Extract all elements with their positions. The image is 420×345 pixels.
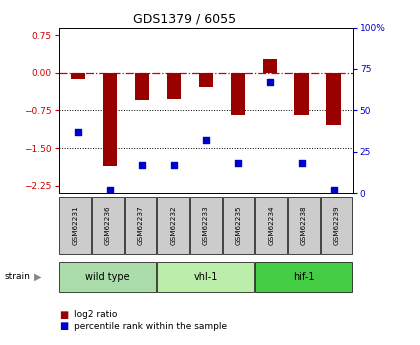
Text: GSM62237: GSM62237 [137, 205, 144, 245]
Text: ■: ■ [59, 310, 68, 319]
Point [171, 162, 177, 168]
Point [266, 79, 273, 85]
Text: ▶: ▶ [34, 272, 42, 282]
Text: GSM62236: GSM62236 [105, 205, 111, 245]
Text: vhl-1: vhl-1 [194, 272, 218, 282]
Text: hif-1: hif-1 [293, 272, 315, 282]
Point [75, 129, 81, 135]
Text: wild type: wild type [86, 272, 130, 282]
Point [202, 137, 209, 143]
Bar [103, 73, 117, 166]
Text: GSM62238: GSM62238 [301, 205, 307, 245]
Point [107, 187, 113, 193]
Text: GDS1379 / 6055: GDS1379 / 6055 [133, 12, 236, 25]
Bar [167, 73, 181, 99]
Bar [135, 73, 149, 100]
Bar [326, 73, 341, 126]
Text: GSM62231: GSM62231 [72, 205, 78, 245]
Text: strain: strain [4, 272, 30, 282]
Bar [71, 73, 85, 79]
Text: log2 ratio: log2 ratio [74, 310, 117, 319]
Text: GSM62239: GSM62239 [333, 205, 339, 245]
Bar [231, 73, 245, 116]
Text: percentile rank within the sample: percentile rank within the sample [74, 322, 227, 331]
Text: ■: ■ [59, 321, 68, 331]
Point [330, 187, 337, 193]
Point [139, 162, 145, 168]
Bar [294, 73, 309, 116]
Text: GSM62233: GSM62233 [203, 205, 209, 245]
Text: GSM62234: GSM62234 [268, 205, 274, 245]
Text: GSM62232: GSM62232 [170, 205, 176, 245]
Text: GSM62235: GSM62235 [236, 205, 242, 245]
Bar [199, 73, 213, 87]
Point [234, 161, 241, 166]
Bar [262, 59, 277, 73]
Point [298, 161, 305, 166]
